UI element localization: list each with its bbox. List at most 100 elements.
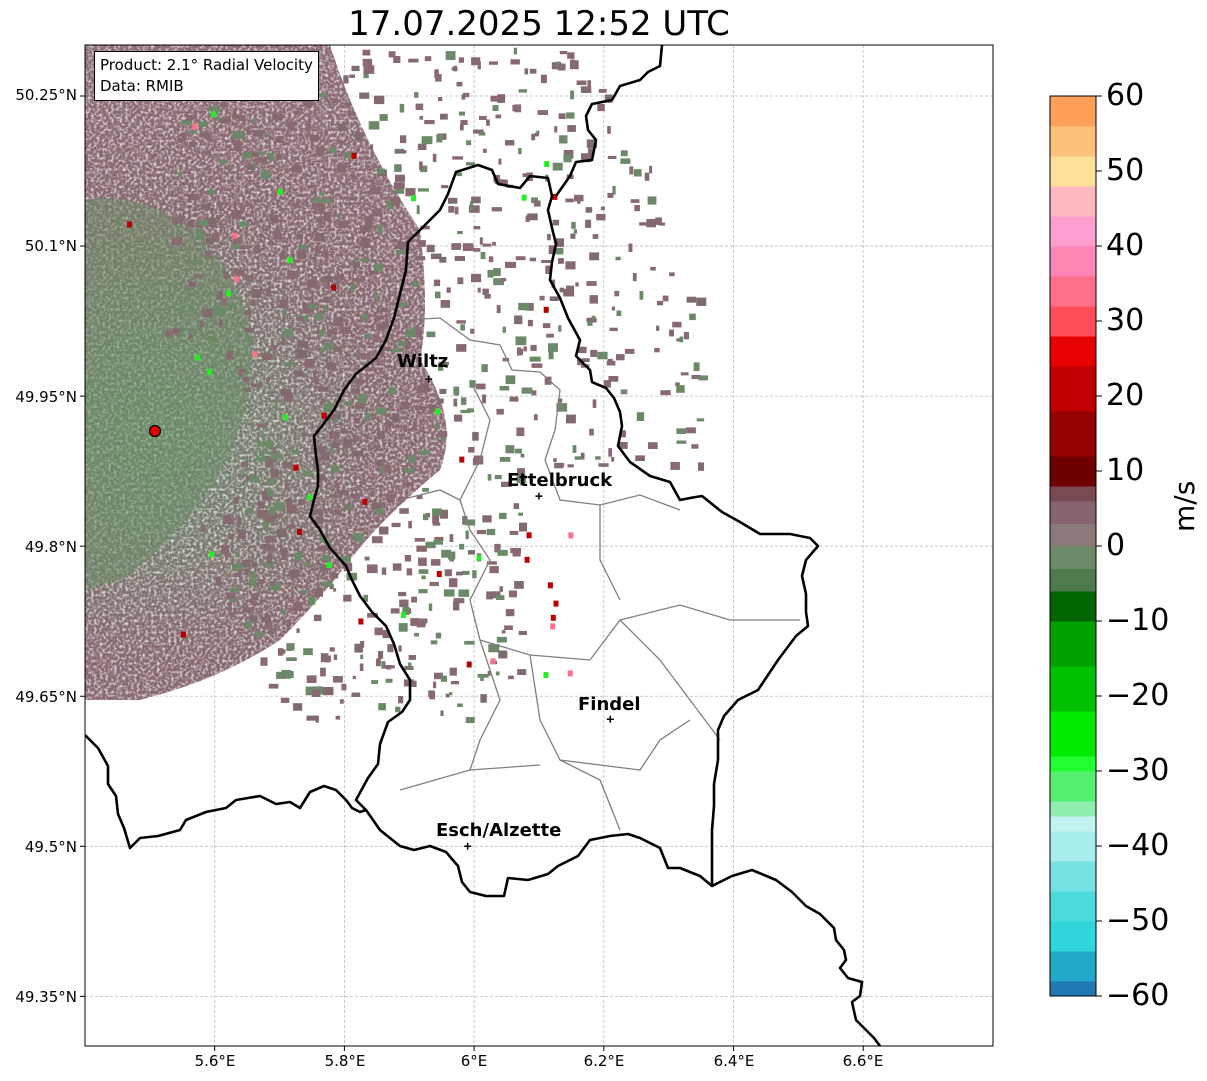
echo-speck xyxy=(178,215,183,224)
echo-speck xyxy=(531,390,537,396)
echo-speck xyxy=(446,287,451,293)
echo-speck xyxy=(388,387,397,395)
echo-speck xyxy=(559,287,564,293)
echo-speck xyxy=(281,649,286,654)
echo-speck xyxy=(472,432,479,441)
echo-speck xyxy=(266,378,270,383)
echo-speck xyxy=(480,694,487,703)
echo-speck xyxy=(264,544,275,551)
echo-speck xyxy=(559,135,568,144)
colorbar-segment xyxy=(1050,216,1096,247)
echo-speck xyxy=(403,482,411,487)
echo-speck xyxy=(619,430,626,438)
echo-speck xyxy=(404,338,409,344)
echo-speck xyxy=(531,133,536,141)
echo-speck xyxy=(480,677,484,682)
echo-speck xyxy=(276,136,284,143)
colorbar-segment xyxy=(1050,921,1096,952)
echo-speck xyxy=(414,538,425,542)
echo-speck xyxy=(341,274,345,280)
echo-speck xyxy=(575,282,579,287)
echo-speck xyxy=(608,376,619,382)
echo-speck xyxy=(302,432,307,437)
echo-speck xyxy=(359,92,370,99)
echo-speck xyxy=(314,233,324,242)
echo-speck xyxy=(385,299,390,303)
echo-speck xyxy=(280,547,287,555)
echo-speck xyxy=(465,717,475,724)
echo-speck xyxy=(609,327,618,332)
echo-speck xyxy=(189,130,195,134)
echo-speck xyxy=(435,422,440,429)
echo-speck xyxy=(533,414,538,421)
echo-speck xyxy=(238,245,249,250)
city-label-findel: Findel xyxy=(578,694,641,715)
echo-speck xyxy=(229,587,239,592)
radar-site-marker[interactable] xyxy=(148,424,162,438)
echo-speck xyxy=(283,328,294,338)
echo-speck xyxy=(365,434,370,439)
echo-speck xyxy=(307,122,311,132)
echo-speck xyxy=(433,279,441,287)
echo-speck xyxy=(253,633,265,637)
echo-speck xyxy=(577,358,583,366)
echo-speck xyxy=(402,606,410,615)
echo-speck xyxy=(496,595,505,600)
city-marker xyxy=(425,375,433,383)
echo-speck xyxy=(457,703,463,707)
echo-accent-speck xyxy=(550,623,556,630)
echo-speck xyxy=(414,406,425,411)
echo-speck xyxy=(467,550,476,555)
echo-speck xyxy=(518,348,523,356)
lat-label: 49.5°N xyxy=(24,838,77,856)
echo-speck xyxy=(520,453,525,458)
echo-speck xyxy=(334,508,340,516)
colorbar-segment xyxy=(1050,591,1096,622)
echo-speck xyxy=(644,172,650,181)
echo-speck xyxy=(324,130,328,136)
colorbar-tick-label: 30 xyxy=(1106,303,1145,338)
echo-speck xyxy=(499,586,503,592)
echo-speck xyxy=(454,414,463,422)
echo-speck xyxy=(563,154,572,163)
echo-speck xyxy=(488,256,494,263)
echo-speck xyxy=(497,549,508,556)
echo-speck xyxy=(491,591,501,599)
echo-speck xyxy=(435,291,441,299)
echo-speck xyxy=(238,372,242,377)
city-marker xyxy=(606,715,614,723)
echo-speck xyxy=(590,349,598,357)
echo-speck xyxy=(513,47,517,55)
echo-speck xyxy=(391,197,401,206)
echo-speck xyxy=(386,421,394,426)
echo-speck xyxy=(228,533,234,540)
echo-speck xyxy=(492,105,499,111)
echo-speck xyxy=(589,295,598,304)
echo-speck xyxy=(333,347,342,352)
echo-speck xyxy=(310,134,319,142)
echo-speck xyxy=(274,502,285,511)
echo-speck xyxy=(260,170,271,179)
product-text: Product: 2.1° Radial Velocity xyxy=(100,56,313,74)
echo-speck xyxy=(557,398,563,403)
echo-speck xyxy=(574,194,584,202)
echo-accent-speck xyxy=(436,571,442,577)
echo-speck xyxy=(197,220,209,226)
echo-speck xyxy=(276,671,286,679)
echo-speck xyxy=(269,581,275,586)
echo-speck xyxy=(350,493,361,499)
echo-speck xyxy=(397,241,408,248)
echo-speck xyxy=(524,68,529,75)
echo-speck xyxy=(457,231,463,235)
echo-speck xyxy=(252,129,264,137)
echo-speck xyxy=(453,601,460,611)
echo-speck xyxy=(686,427,696,434)
echo-speck xyxy=(371,179,375,187)
echo-speck xyxy=(324,342,334,350)
echo-speck xyxy=(330,494,340,498)
echo-accent-speck xyxy=(476,554,482,561)
colorbar-segment xyxy=(1050,981,1096,997)
echo-speck xyxy=(323,212,331,221)
echo-speck xyxy=(541,260,552,263)
